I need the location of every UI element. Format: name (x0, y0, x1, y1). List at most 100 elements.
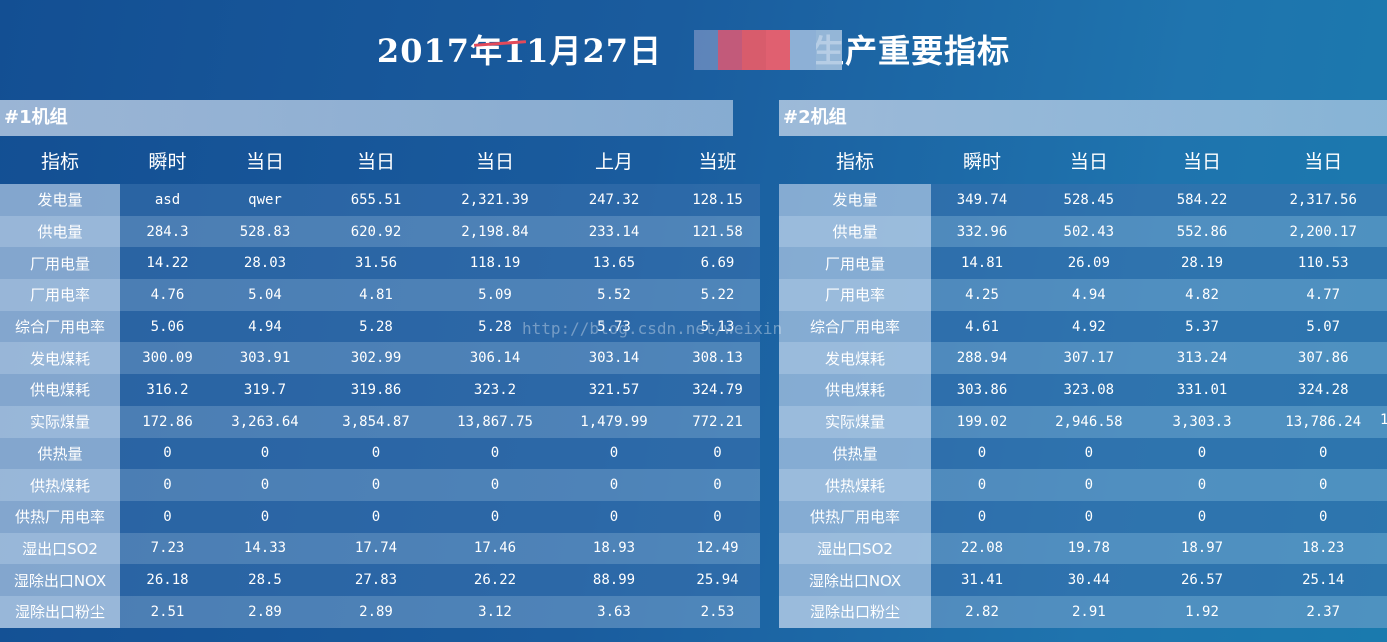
metric-value: 0 (1144, 437, 1260, 470)
table-row: 综合厂用电率 4.61 4.92 5.37 5.07 (779, 310, 1387, 343)
metric-value: 0 (215, 500, 315, 533)
metric-value: 655.51 (315, 184, 437, 216)
metric-value: 28.03 (215, 247, 315, 280)
metric-label: 供热厂用电率 (779, 500, 931, 533)
metric-value: 528.83 (215, 215, 315, 248)
metric-value: 552.86 (1144, 215, 1260, 248)
metric-value: 502.43 (1033, 215, 1145, 248)
metric-value: 324.79 (675, 374, 760, 406)
metric-value: 2.89 (315, 595, 437, 628)
metric-value: 0 (1033, 437, 1145, 470)
metric-label: 湿除出口NOX (779, 564, 931, 596)
metric-value: 128.15 (675, 184, 760, 216)
metric-value: 17.74 (315, 532, 437, 565)
metric-value: 17.46 (437, 532, 553, 565)
table-header-row: 指标 瞬时 当日 当日 当日 上月 当班 (0, 136, 760, 184)
metric-value: 0 (120, 469, 215, 501)
metric-value: 0 (120, 500, 215, 533)
metric-value: 528.45 (1033, 184, 1145, 216)
metric-value: 26.09 (1033, 247, 1145, 280)
metric-value: 332.96 (931, 215, 1034, 248)
table-row: 湿除出口NOX 31.41 30.44 26.57 25.14 (779, 564, 1387, 596)
metric-label: 发电量 (0, 184, 120, 216)
metric-label: 发电量 (779, 184, 931, 216)
metric-value: 584.22 (1144, 184, 1260, 216)
metric-label: 供电量 (0, 215, 120, 248)
metric-value: 0 (437, 437, 553, 470)
metric-label: 供电量 (779, 215, 931, 248)
metric-value: 6.69 (675, 247, 760, 280)
group-header: #1机组 (0, 100, 733, 136)
metric-label: 供热煤耗 (779, 469, 931, 501)
metric-value: qwer (215, 184, 315, 216)
metric-value: 349.74 (931, 184, 1034, 216)
group-header: #2机组 (779, 100, 1387, 136)
metric-label: 综合厂用电率 (0, 310, 120, 343)
metric-value: 303.86 (931, 374, 1034, 406)
metric-value: 319.86 (315, 374, 437, 406)
table-row: 湿除出口NOX 26.18 28.5 27.83 26.22 88.99 25.94 (0, 564, 760, 596)
metric-label: 供热量 (779, 437, 931, 470)
metric-value: 0 (675, 469, 760, 501)
metric-value: 2.53 (675, 595, 760, 628)
metric-value: 3.63 (553, 595, 675, 628)
table-row: 厂用电量 14.81 26.09 28.19 110.53 (779, 247, 1387, 280)
metric-value: 0 (315, 500, 437, 533)
metric-value: 313.24 (1144, 342, 1260, 375)
metric-value: 4.94 (1033, 279, 1145, 311)
redacted-block (694, 30, 842, 70)
metric-value: 233.14 (553, 215, 675, 248)
metric-value: 172.86 (120, 405, 215, 438)
table-row: 厂用电量 14.22 28.03 31.56 118.19 13.65 6.69 (0, 247, 760, 280)
metric-value: 303.14 (553, 342, 675, 375)
metric-label: 湿除出口NOX (0, 564, 120, 596)
metric-value: 0 (553, 437, 675, 470)
table-row: 供热量 0 0 0 0 (779, 437, 1387, 470)
metric-value: 323.08 (1033, 374, 1145, 406)
table-row: 厂用电率 4.25 4.94 4.82 4.77 (779, 279, 1387, 311)
metric-value: 28.19 (1144, 247, 1260, 280)
metric-value: 13.65 (553, 247, 675, 280)
table-header-row: 指标 瞬时 当日 当日 当日 (779, 136, 1387, 184)
clipped-cell-text: 1 (1380, 412, 1387, 428)
metric-value: 5.73 (553, 310, 675, 343)
metric-value: 4.77 (1259, 279, 1387, 311)
group-unit1: #1机组 指标 瞬时 当日 当日 当日 上月 当班 发电量 asd qwer 655.51 2,32… (0, 100, 760, 628)
title-date: 2017年11月27日 (376, 32, 663, 70)
metric-value: 0 (553, 500, 675, 533)
metric-label: 综合厂用电率 (779, 310, 931, 343)
metric-value: 0 (931, 437, 1034, 470)
metric-value: 0 (215, 469, 315, 501)
metric-value: 88.99 (553, 564, 675, 596)
metric-value: asd (120, 184, 215, 216)
table-row: 厂用电率 4.76 5.04 4.81 5.09 5.52 5.22 (0, 279, 760, 311)
metric-value: 302.99 (315, 342, 437, 375)
metric-value: 26.18 (120, 564, 215, 596)
metric-value: 2,321.39 (437, 184, 553, 216)
metric-label: 供电煤耗 (0, 374, 120, 406)
table-row: 湿除出口粉尘 2.51 2.89 2.89 3.12 3.63 2.53 (0, 595, 760, 628)
metric-value: 2.89 (215, 595, 315, 628)
metric-value: 25.14 (1259, 564, 1387, 596)
metric-value: 199.02 (931, 405, 1034, 438)
metric-value: 18.23 (1259, 532, 1387, 565)
table-row: 发电煤耗 288.94 307.17 313.24 307.86 (779, 342, 1387, 375)
metric-value: 5.04 (215, 279, 315, 311)
metric-value: 14.22 (120, 247, 215, 280)
watermark-text: http://blog.csdn.net/weixin (522, 319, 783, 338)
table-row: 供热厂用电率 0 0 0 0 0 0 (0, 500, 760, 533)
metric-value: 31.56 (315, 247, 437, 280)
metric-value: 13,786.24 (1259, 405, 1387, 438)
metric-value: 0 (215, 437, 315, 470)
metric-label: 厂用电量 (0, 247, 120, 280)
metric-value: 18.97 (1144, 532, 1260, 565)
metric-label: 厂用电量 (779, 247, 931, 280)
metric-value: 4.61 (931, 310, 1034, 343)
metric-label: 湿除出口粉尘 (0, 595, 120, 628)
metric-value: 2.37 (1259, 595, 1387, 628)
metric-value: 5.13 (675, 310, 760, 343)
metric-value: 13,867.75 (437, 405, 553, 438)
metric-value: 110.53 (1259, 247, 1387, 280)
column-header: 瞬时 (148, 150, 187, 173)
metric-value: 2.82 (931, 595, 1034, 628)
